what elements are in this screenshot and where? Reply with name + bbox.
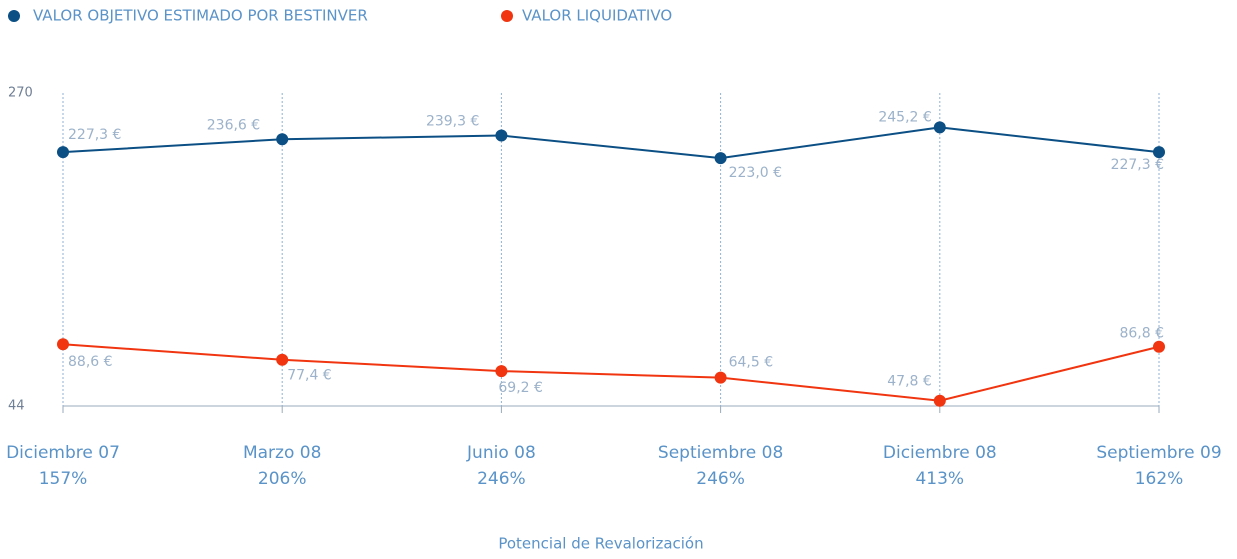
x-tick-label: Septiembre 08 — [658, 443, 783, 463]
data-label: 227,3 € — [68, 127, 121, 143]
legend-marker — [8, 10, 20, 22]
y-tick-label: 44 — [8, 399, 25, 414]
data-point — [495, 365, 508, 378]
legend-marker — [501, 10, 513, 22]
data-label: 64,5 € — [729, 355, 774, 371]
data-label: 47,8 € — [887, 374, 932, 390]
legend-label: VALOR OBJETIVO ESTIMADO POR BESTINVER — [33, 7, 368, 25]
potential-label: 162% — [1135, 469, 1184, 489]
data-label: 69,2 € — [498, 380, 543, 396]
data-label: 239,3 € — [426, 114, 479, 130]
data-point — [276, 353, 289, 366]
data-point — [276, 133, 289, 146]
data-point — [57, 338, 69, 351]
x-tick-label: Diciembre 08 — [883, 443, 997, 463]
x-tick-label: Junio 08 — [466, 443, 536, 463]
legend-label: VALOR LIQUIDATIVO — [522, 7, 672, 25]
potential-label: 246% — [696, 469, 745, 489]
y-tick-label: 270 — [8, 86, 33, 101]
data-point — [57, 146, 69, 159]
data-label: 86,8 € — [1119, 326, 1164, 342]
data-point — [495, 129, 508, 142]
potential-label: 206% — [258, 469, 307, 489]
data-point — [933, 121, 946, 134]
data-label: 223,0 € — [729, 165, 782, 181]
data-point — [1153, 146, 1165, 159]
x-tick-label: Diciembre 07 — [6, 443, 120, 463]
data-point — [933, 394, 946, 407]
x-tick-label: Marzo 08 — [243, 443, 321, 463]
data-point — [714, 152, 727, 165]
potential-label: 413% — [915, 469, 964, 489]
series-line — [62, 343, 1160, 402]
potential-title: Potencial de Revalorización — [498, 535, 703, 553]
x-tick-label: Septiembre 09 — [1096, 443, 1221, 463]
data-label: 245,2 € — [878, 109, 931, 125]
data-label: 77,4 € — [287, 368, 332, 384]
data-point — [714, 371, 727, 384]
potential-label: 157% — [39, 469, 88, 489]
data-label: 236,6 € — [207, 117, 260, 133]
data-label: 88,6 € — [68, 354, 113, 370]
potential-label: 246% — [477, 469, 526, 489]
series-line — [62, 126, 1160, 160]
data-point — [1153, 340, 1165, 353]
data-label: 227,3 € — [1111, 157, 1164, 173]
